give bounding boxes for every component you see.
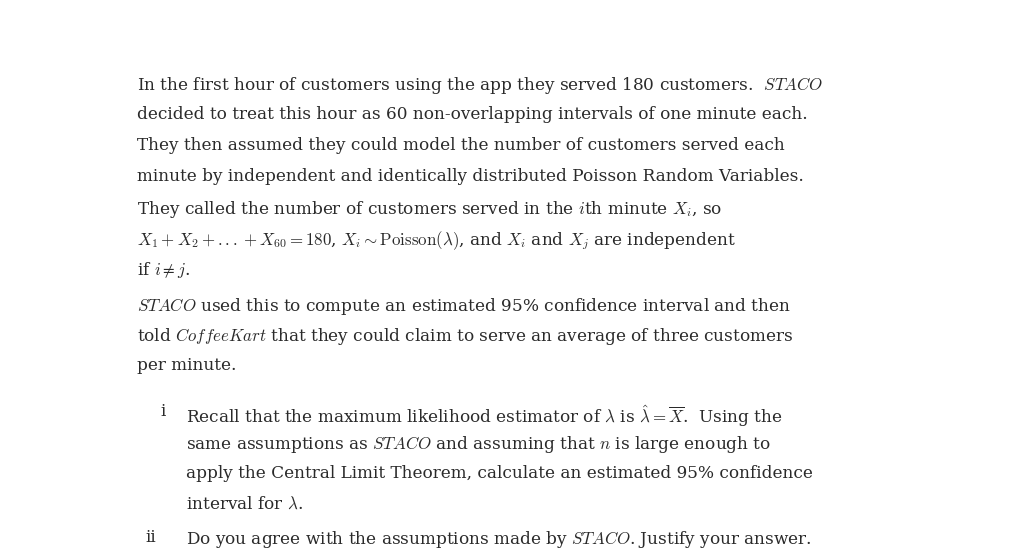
Text: $X_1 + X_2 + ... + X_{60} = 180$, $X_i \sim \mathrm{Poisson}(\lambda)$, and $X_i: $X_1 + X_2 + ... + X_{60} = 180$, $X_i \… bbox=[137, 229, 737, 252]
Text: interval for $\lambda$.: interval for $\lambda$. bbox=[186, 496, 303, 513]
Text: per minute.: per minute. bbox=[137, 357, 237, 374]
Text: ii: ii bbox=[145, 529, 155, 546]
Text: They called the number of customers served in the $\mathit{i}$th minute $X_i$, s: They called the number of customers serv… bbox=[137, 199, 722, 220]
Text: Do you agree with the assumptions made by $\mathit{STACO}$. Justify your answer.: Do you agree with the assumptions made b… bbox=[186, 529, 812, 549]
Text: minute by independent and identically distributed Poisson Random Variables.: minute by independent and identically di… bbox=[137, 168, 804, 185]
Text: decided to treat this hour as 60 non-overlapping intervals of one minute each.: decided to treat this hour as 60 non-ove… bbox=[137, 106, 808, 123]
Text: $\mathit{STACO}$ used this to compute an estimated 95% confidence interval and t: $\mathit{STACO}$ used this to compute an… bbox=[137, 295, 791, 317]
Text: told $\mathit{CoffeeKart}$ that they could claim to serve an average of three cu: told $\mathit{CoffeeKart}$ that they cou… bbox=[137, 327, 793, 348]
Text: They then assumed they could model the number of customers served each: They then assumed they could model the n… bbox=[137, 137, 785, 154]
Text: Recall that the maximum likelihood estimator of $\lambda$ is $\hat{\lambda} = \o: Recall that the maximum likelihood estim… bbox=[186, 403, 782, 429]
Text: if $i \neq j$.: if $i \neq j$. bbox=[137, 260, 190, 281]
Text: apply the Central Limit Theorem, calculate an estimated 95% confidence: apply the Central Limit Theorem, calcula… bbox=[186, 464, 813, 481]
Text: In the first hour of customers using the app they served 180 customers.  $\mathi: In the first hour of customers using the… bbox=[137, 75, 824, 96]
Text: i: i bbox=[161, 403, 166, 420]
Text: same assumptions as $\mathit{STACO}$ and assuming that $n$ is large enough to: same assumptions as $\mathit{STACO}$ and… bbox=[186, 434, 771, 455]
